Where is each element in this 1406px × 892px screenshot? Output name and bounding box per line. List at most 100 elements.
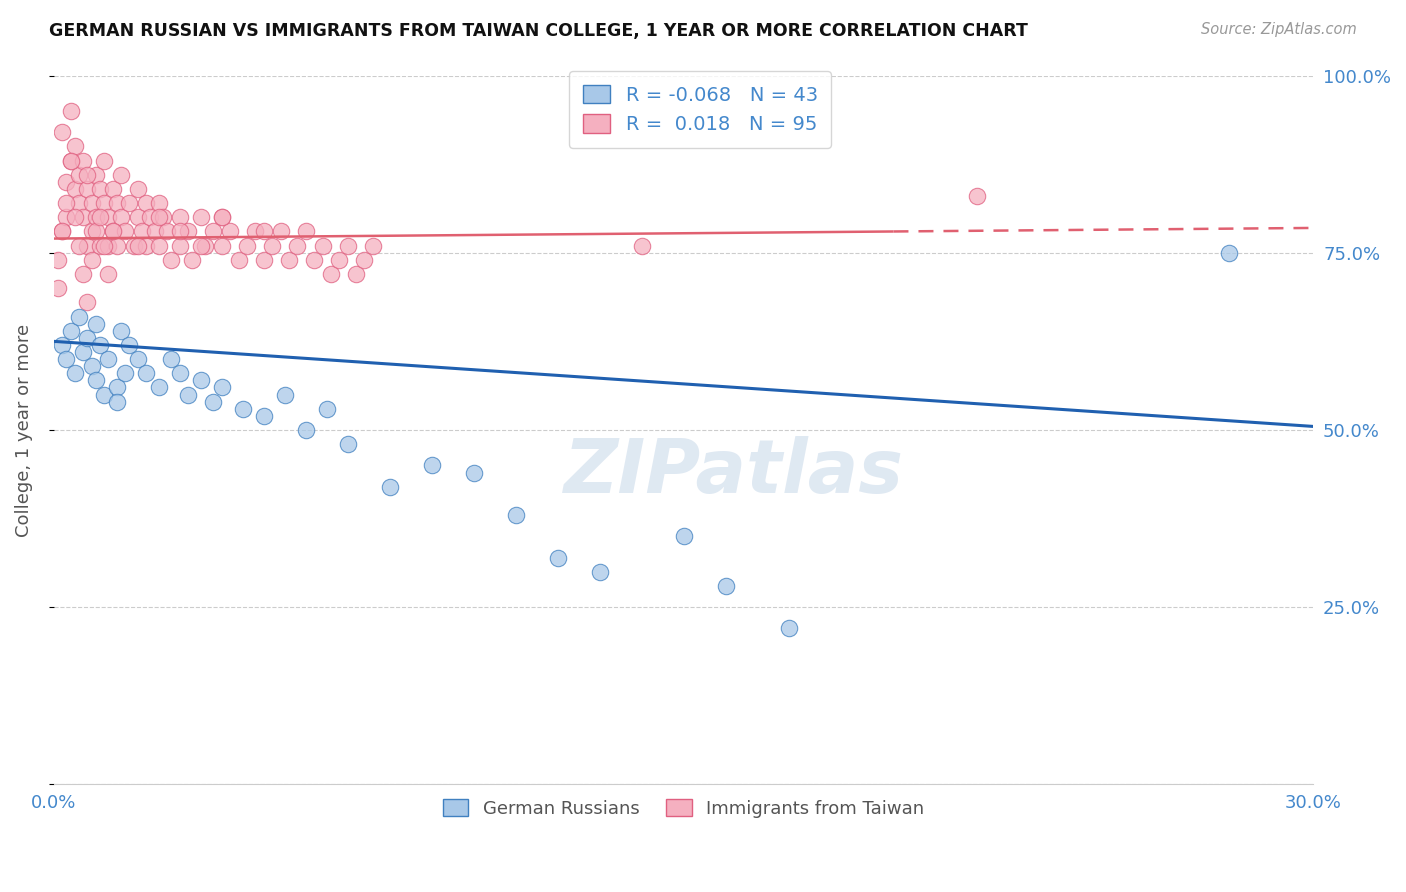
Point <box>105 394 128 409</box>
Point <box>156 225 179 239</box>
Point <box>202 225 225 239</box>
Point <box>966 189 988 203</box>
Point <box>294 423 316 437</box>
Point <box>118 338 141 352</box>
Point <box>97 211 120 225</box>
Point <box>55 352 77 367</box>
Point <box>55 196 77 211</box>
Point <box>51 338 73 352</box>
Point <box>236 238 259 252</box>
Point <box>139 211 162 225</box>
Point <box>63 366 86 380</box>
Point <box>277 252 299 267</box>
Point <box>1218 245 1240 260</box>
Point <box>110 211 132 225</box>
Point <box>148 238 170 252</box>
Point <box>101 182 124 196</box>
Point <box>228 252 250 267</box>
Point <box>152 211 174 225</box>
Point <box>89 238 111 252</box>
Point <box>80 359 103 374</box>
Point <box>72 211 94 225</box>
Point <box>127 182 149 196</box>
Point <box>169 366 191 380</box>
Point <box>110 168 132 182</box>
Point <box>63 139 86 153</box>
Point <box>76 168 98 182</box>
Point <box>253 409 276 423</box>
Point <box>778 622 800 636</box>
Point <box>714 579 737 593</box>
Point <box>67 168 90 182</box>
Point <box>135 196 157 211</box>
Point <box>46 252 69 267</box>
Point <box>505 508 527 522</box>
Point <box>294 225 316 239</box>
Point <box>59 153 82 168</box>
Point <box>80 252 103 267</box>
Point <box>84 317 107 331</box>
Point <box>127 352 149 367</box>
Point <box>67 310 90 324</box>
Point <box>588 565 610 579</box>
Point <box>463 466 485 480</box>
Point <box>89 211 111 225</box>
Point <box>420 458 443 473</box>
Text: ZIPatlas: ZIPatlas <box>564 436 904 509</box>
Point <box>169 238 191 252</box>
Point <box>118 196 141 211</box>
Point <box>245 225 267 239</box>
Point <box>270 225 292 239</box>
Point <box>110 324 132 338</box>
Point <box>55 175 77 189</box>
Point <box>80 196 103 211</box>
Point <box>105 238 128 252</box>
Point <box>211 211 233 225</box>
Point <box>46 281 69 295</box>
Point <box>105 196 128 211</box>
Point <box>202 394 225 409</box>
Point <box>84 373 107 387</box>
Point <box>84 211 107 225</box>
Point <box>84 168 107 182</box>
Point <box>76 331 98 345</box>
Point <box>211 211 233 225</box>
Point <box>76 295 98 310</box>
Point <box>169 211 191 225</box>
Point <box>59 324 82 338</box>
Point <box>67 238 90 252</box>
Point <box>143 225 166 239</box>
Point <box>148 211 170 225</box>
Text: Source: ZipAtlas.com: Source: ZipAtlas.com <box>1201 22 1357 37</box>
Point <box>211 380 233 394</box>
Point <box>72 345 94 359</box>
Point <box>105 380 128 394</box>
Point <box>181 252 204 267</box>
Point <box>93 196 115 211</box>
Point <box>219 225 242 239</box>
Point <box>135 238 157 252</box>
Point <box>84 225 107 239</box>
Point <box>148 196 170 211</box>
Point <box>122 238 145 252</box>
Point <box>101 225 124 239</box>
Point <box>63 211 86 225</box>
Point <box>89 338 111 352</box>
Point <box>72 153 94 168</box>
Point <box>378 480 401 494</box>
Point <box>93 387 115 401</box>
Point <box>80 225 103 239</box>
Point <box>76 182 98 196</box>
Point <box>76 238 98 252</box>
Point <box>253 252 276 267</box>
Point <box>211 238 233 252</box>
Point <box>630 238 652 252</box>
Point <box>190 238 212 252</box>
Point <box>63 182 86 196</box>
Point <box>55 211 77 225</box>
Point <box>336 437 359 451</box>
Point <box>127 238 149 252</box>
Point <box>51 225 73 239</box>
Point <box>97 352 120 367</box>
Point <box>97 238 120 252</box>
